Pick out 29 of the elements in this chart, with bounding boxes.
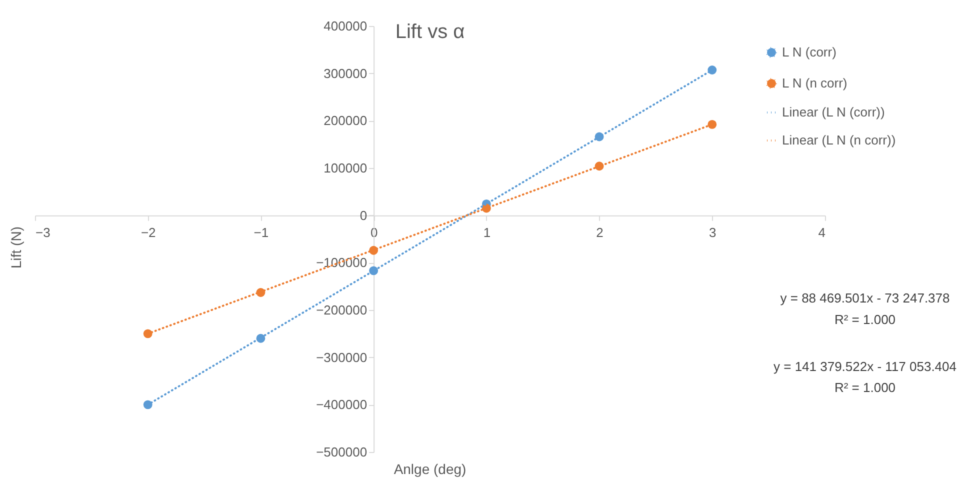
x-tick-label: 1 bbox=[483, 224, 491, 240]
x-axis-title: Anlge (deg) bbox=[394, 461, 466, 477]
x-tick-label: 2 bbox=[596, 224, 604, 240]
point bbox=[708, 120, 717, 129]
y-tick-label: 0 bbox=[360, 208, 368, 223]
y-tick-label: −200000 bbox=[316, 302, 368, 318]
x-tick-label: −3 bbox=[36, 224, 50, 240]
annotation: y = 88 469.501x - 73 247.378 bbox=[780, 290, 950, 306]
annotation: y = 141 379.522x - 117 053.404 bbox=[774, 358, 956, 374]
x-tick-label: 4 bbox=[818, 224, 826, 240]
legend-label: L N (corr) bbox=[782, 44, 836, 60]
text: R² = 1.000 bbox=[834, 380, 896, 396]
y-tick-label: −300000 bbox=[316, 350, 368, 365]
x-tick-label: −1 bbox=[254, 224, 269, 240]
y-tick-label: 100000 bbox=[324, 160, 368, 176]
legend-label: Linear (L N (corr)) bbox=[782, 104, 885, 120]
y-axis-title: Lift (N) bbox=[8, 226, 24, 269]
chart-title: Lift vs α bbox=[395, 21, 465, 43]
y-tick-label: 400000 bbox=[324, 18, 368, 34]
x-tick-label: −2 bbox=[140, 224, 156, 240]
text: R² = 1.000 bbox=[834, 312, 896, 327]
legend-label: L N (n corr) bbox=[782, 76, 848, 90]
y-tick-label: 200000 bbox=[324, 113, 368, 128]
x-tick-label: 3 bbox=[709, 224, 716, 240]
legend-label: Linear (L N (n corr)) bbox=[782, 132, 896, 148]
y-tick-label: −500000 bbox=[316, 444, 368, 460]
y-tick-label: −400000 bbox=[316, 397, 368, 412]
y-tick-label: 300000 bbox=[324, 66, 368, 81]
x-tick-label: 0 bbox=[370, 224, 378, 240]
